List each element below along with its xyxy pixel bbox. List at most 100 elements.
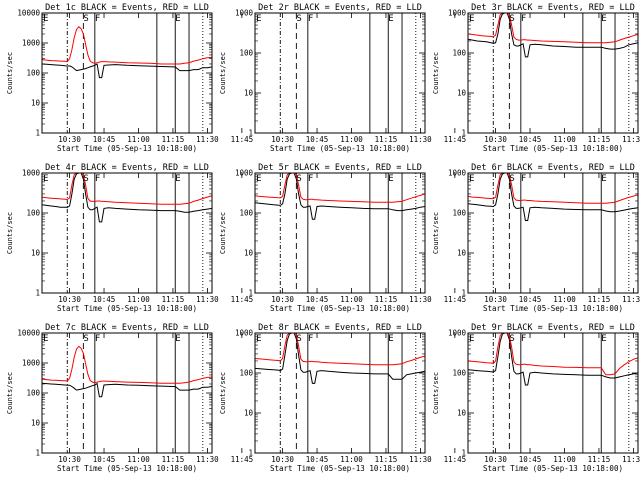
y-tick-label: 1000	[22, 39, 41, 48]
time-marker-label: F	[521, 14, 526, 24]
lld-series-line	[468, 13, 638, 44]
panel-7: Det 7c BLACK = Events, RED = LLD 1 10 100 10…	[6, 323, 253, 473]
plot-frame	[41, 12, 213, 134]
y-axis-label: Counts/sec	[432, 52, 440, 94]
time-marker-label: E	[175, 334, 180, 344]
x-tick-label: 11:00	[127, 455, 150, 464]
plot-frame	[467, 12, 639, 134]
panel-4: Det 4r BLACK = Events, RED = LLD 1 10 100 10…	[6, 163, 253, 313]
x-tick-label: 11:15	[375, 135, 398, 144]
y-tick-label: 1	[248, 449, 253, 458]
panel-title: Det 5r BLACK = Events, RED = LLD	[258, 163, 422, 173]
plot-frame	[254, 12, 426, 134]
time-marker-label: E	[469, 14, 474, 24]
y-tick-label: 100	[239, 49, 253, 58]
x-tick-label: 10:30	[271, 455, 294, 464]
time-marker-label: S	[296, 334, 301, 344]
time-marker-label: E	[388, 174, 393, 184]
y-tick-label: 10000	[17, 9, 40, 18]
x-tick-label: 10:45	[519, 295, 542, 304]
x-tick-label: 10:45	[519, 135, 542, 144]
panel-title: Det 1c BLACK = Events, RED = LLD	[45, 3, 209, 13]
panel-title: Det 2r BLACK = Events, RED = LLD	[258, 3, 422, 13]
x-tick-label: 10:45	[306, 135, 329, 144]
plot-frame	[254, 332, 426, 454]
events-series-line	[42, 63, 212, 79]
time-marker-label: E	[388, 14, 393, 24]
y-tick-label: 100	[26, 389, 40, 398]
time-marker-label: F	[308, 334, 313, 344]
y-tick-label: 10	[457, 89, 467, 98]
plot-area	[468, 333, 638, 453]
y-tick-label: 100	[452, 369, 466, 378]
y-tick-label: 10	[244, 249, 254, 258]
y-tick-label: 10	[31, 249, 41, 258]
panel-2: Det 2r BLACK = Events, RED = LLD 1 10 100 10…	[219, 3, 466, 153]
time-marker-label: F	[308, 14, 313, 24]
x-tick-label: 10:45	[93, 135, 116, 144]
time-marker-label: S	[296, 14, 301, 24]
y-tick-label: 1	[35, 129, 40, 138]
lld-series-line	[42, 25, 212, 65]
x-tick-label: 11:00	[127, 295, 150, 304]
plot-area	[42, 13, 212, 133]
events-series-line	[255, 173, 425, 220]
lld-series-line	[468, 333, 638, 376]
lld-series-line	[42, 345, 212, 384]
x-tick-label: 10:30	[58, 455, 81, 464]
x-tick-label: 11:45	[231, 295, 254, 304]
x-axis-label: Start Time (05-Sep-13 10:18:00)	[270, 464, 410, 473]
x-axis-label: Start Time (05-Sep-13 10:18:00)	[483, 464, 623, 473]
panel-9: Det 9r BLACK = Events, RED = LLD 1 10 100 10…	[432, 323, 640, 473]
events-series-line	[468, 173, 638, 221]
x-tick-label: 10:45	[93, 455, 116, 464]
x-tick-label: 11:15	[162, 135, 185, 144]
events-series-line	[468, 333, 638, 386]
x-tick-label: 10:30	[271, 295, 294, 304]
x-tick-label: 11:00	[340, 295, 363, 304]
panel-title: Det 8r BLACK = Events, RED = LLD	[258, 323, 422, 333]
time-marker-label: S	[509, 14, 514, 24]
x-tick-label: 11:15	[375, 295, 398, 304]
x-tick-label: 11:45	[231, 135, 254, 144]
x-tick-label: 10:30	[484, 295, 507, 304]
x-tick-label: 11:45	[444, 295, 467, 304]
x-tick-label: 10:30	[484, 455, 507, 464]
y-tick-label: 1	[461, 289, 466, 298]
panel-6: Det 6r BLACK = Events, RED = LLD 1 10 100 10…	[432, 163, 640, 313]
x-tick-label: 11:15	[162, 295, 185, 304]
y-tick-label: 1000	[22, 359, 41, 368]
x-tick-label: 11:15	[162, 455, 185, 464]
time-marker-label: E	[469, 174, 474, 184]
plot-frame	[467, 172, 639, 294]
time-marker-label: E	[469, 334, 474, 344]
time-marker-label: F	[95, 14, 100, 24]
panel-title: Det 9r BLACK = Events, RED = LLD	[471, 323, 635, 333]
y-tick-label: 1000	[235, 9, 254, 18]
y-tick-label: 100	[239, 209, 253, 218]
x-tick-label: 11:15	[588, 135, 611, 144]
y-tick-label: 100	[452, 209, 466, 218]
plot-frame	[254, 172, 426, 294]
x-tick-label: 11:30	[196, 295, 219, 304]
time-marker-label: E	[256, 14, 261, 24]
y-tick-label: 10000	[17, 329, 40, 338]
plot-area	[279, 13, 417, 133]
x-tick-label: 11:30	[622, 455, 640, 464]
y-tick-label: 10	[244, 89, 254, 98]
lld-series-line	[42, 173, 212, 205]
plot-area	[468, 173, 638, 293]
y-tick-label: 100	[452, 49, 466, 58]
events-series-line	[42, 382, 212, 398]
events-series-line	[255, 333, 425, 384]
time-marker-label: S	[509, 334, 514, 344]
time-marker-label: S	[83, 14, 88, 24]
plot-frame	[467, 332, 639, 454]
y-tick-label: 100	[26, 69, 40, 78]
y-tick-label: 1000	[22, 169, 41, 178]
x-tick-label: 11:30	[196, 455, 219, 464]
time-marker-label: E	[43, 334, 48, 344]
panel-title: Det 4r BLACK = Events, RED = LLD	[45, 163, 209, 173]
time-marker-label: E	[601, 174, 606, 184]
x-axis-label: Start Time (05-Sep-13 10:18:00)	[483, 304, 623, 313]
